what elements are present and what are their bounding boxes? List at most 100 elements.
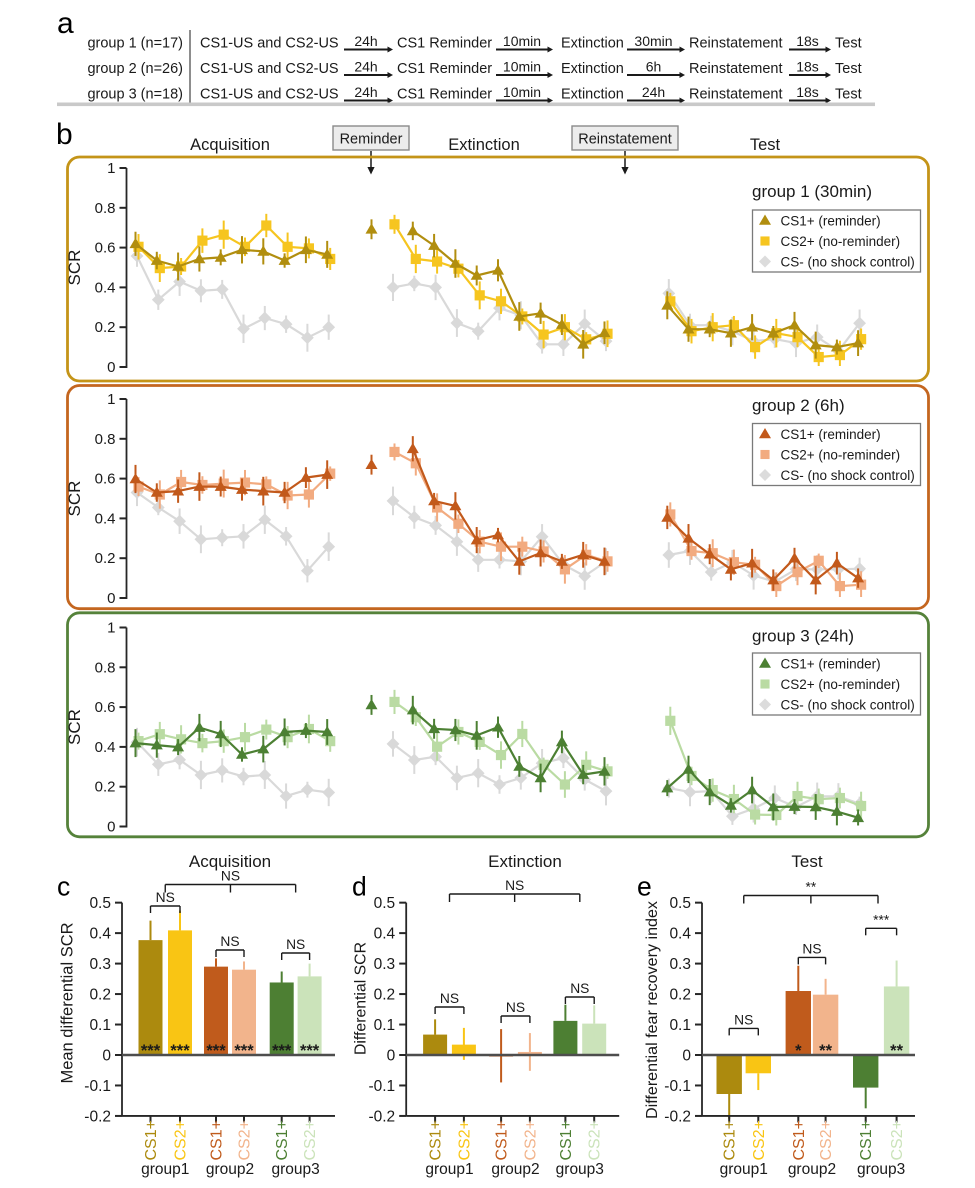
svg-text:CS2+: CS2+	[818, 1120, 835, 1160]
svg-text:0.4: 0.4	[374, 926, 396, 943]
svg-text:24h: 24h	[354, 33, 377, 49]
svg-text:0.6: 0.6	[95, 699, 116, 716]
svg-text:***: ***	[141, 1042, 161, 1060]
svg-text:CS1+: CS1+	[274, 1120, 291, 1160]
svg-text:***: ***	[170, 1042, 190, 1060]
svg-text:group1: group1	[720, 1161, 768, 1178]
svg-text:CS1-US and CS2-US: CS1-US and CS2-US	[200, 87, 339, 103]
svg-text:SCR: SCR	[65, 250, 84, 286]
svg-text:NS: NS	[734, 1012, 753, 1027]
svg-text:0: 0	[107, 819, 115, 836]
svg-text:0.6: 0.6	[95, 471, 116, 488]
svg-text:CS1+: CS1+	[209, 1120, 226, 1160]
svg-text:group 2 (n=26): group 2 (n=26)	[87, 61, 183, 77]
svg-text:1: 1	[107, 160, 115, 177]
svg-text:Differential SCR: Differential SCR	[353, 942, 370, 1055]
svg-text:group 1 (30min): group 1 (30min)	[752, 182, 872, 201]
svg-text:Reinstatement: Reinstatement	[689, 87, 783, 103]
svg-text:SCR: SCR	[65, 481, 84, 517]
svg-text:Reinstatement: Reinstatement	[578, 132, 672, 148]
svg-text:-0.2: -0.2	[368, 1108, 395, 1125]
svg-text:group 2 (6h): group 2 (6h)	[752, 396, 845, 415]
svg-text:CS1-US and CS2-US: CS1-US and CS2-US	[200, 36, 339, 52]
svg-text:CS1 Reminder: CS1 Reminder	[397, 36, 492, 52]
svg-text:CS1-US and CS2-US: CS1-US and CS2-US	[200, 61, 339, 77]
svg-text:CS2+: CS2+	[456, 1120, 473, 1160]
svg-text:0.2: 0.2	[95, 319, 116, 336]
svg-text:CS2+ (no-reminder): CS2+ (no-reminder)	[781, 234, 901, 249]
svg-text:group2: group2	[788, 1161, 836, 1178]
svg-text:6h: 6h	[646, 59, 662, 75]
svg-text:0.1: 0.1	[669, 1017, 691, 1034]
svg-text:18s: 18s	[796, 33, 819, 49]
svg-text:Reinstatement: Reinstatement	[689, 36, 783, 52]
svg-text:10min: 10min	[503, 33, 541, 49]
svg-text:CS2+ (no-reminder): CS2+ (no-reminder)	[781, 677, 901, 692]
svg-text:10min: 10min	[503, 84, 541, 100]
svg-text:SCR: SCR	[65, 709, 84, 745]
svg-text:Extinction: Extinction	[488, 852, 562, 871]
svg-text:0.4: 0.4	[95, 739, 116, 756]
svg-text:-0.1: -0.1	[84, 1078, 111, 1095]
svg-text:Extinction: Extinction	[561, 61, 624, 77]
svg-text:CS- (no shock control): CS- (no shock control)	[781, 254, 915, 269]
svg-text:***: ***	[272, 1042, 292, 1060]
svg-text:24h: 24h	[642, 84, 665, 100]
svg-text:0.2: 0.2	[95, 550, 116, 567]
svg-text:0.5: 0.5	[89, 895, 111, 912]
svg-text:CS1+ (reminder): CS1+ (reminder)	[781, 213, 881, 228]
svg-text:group1: group1	[425, 1161, 473, 1178]
svg-text:NS: NS	[506, 1000, 525, 1015]
svg-text:Test: Test	[791, 852, 822, 871]
svg-text:0.8: 0.8	[95, 200, 116, 217]
svg-text:**: **	[819, 1042, 832, 1060]
svg-text:30min: 30min	[634, 33, 672, 49]
svg-text:CS- (no shock control): CS- (no shock control)	[781, 697, 915, 712]
svg-text:CS2+: CS2+	[302, 1120, 319, 1160]
svg-text:0.3: 0.3	[669, 956, 691, 973]
svg-text:0: 0	[387, 1048, 396, 1065]
svg-text:group3: group3	[857, 1161, 905, 1178]
svg-text:Acquisition: Acquisition	[189, 852, 271, 871]
svg-text:10min: 10min	[503, 59, 541, 75]
svg-text:CS2+: CS2+	[889, 1120, 906, 1160]
svg-text:group3: group3	[556, 1161, 604, 1178]
svg-text:d: d	[352, 872, 367, 902]
svg-text:18s: 18s	[796, 59, 819, 75]
svg-text:Test: Test	[750, 136, 781, 154]
svg-text:0.8: 0.8	[95, 431, 116, 448]
svg-text:CS- (no shock control): CS- (no shock control)	[781, 468, 915, 483]
svg-text:CS2+: CS2+	[751, 1120, 768, 1160]
svg-text:CS2+: CS2+	[587, 1120, 604, 1160]
svg-text:NS: NS	[570, 981, 589, 996]
svg-text:NS: NS	[802, 941, 821, 956]
svg-text:0.1: 0.1	[89, 1017, 111, 1034]
svg-text:e: e	[637, 872, 652, 902]
svg-text:Extinction: Extinction	[561, 36, 624, 52]
svg-text:group2: group2	[206, 1161, 254, 1178]
svg-text:group1: group1	[141, 1161, 189, 1178]
svg-text:group2: group2	[491, 1161, 539, 1178]
svg-text:-0.1: -0.1	[664, 1078, 691, 1095]
svg-text:NS: NS	[156, 890, 175, 905]
svg-text:0.4: 0.4	[89, 926, 111, 943]
svg-text:NS: NS	[440, 991, 459, 1006]
svg-text:**: **	[890, 1042, 903, 1060]
svg-text:Acquisition: Acquisition	[190, 136, 270, 154]
svg-text:CS2+: CS2+	[237, 1120, 254, 1160]
svg-text:0.2: 0.2	[95, 779, 116, 796]
svg-text:group 1 (n=17): group 1 (n=17)	[87, 36, 183, 52]
svg-text:CS1+ (reminder): CS1+ (reminder)	[781, 427, 881, 442]
svg-text:CS2+: CS2+	[522, 1120, 539, 1160]
svg-text:**: **	[806, 880, 817, 895]
svg-text:*: *	[795, 1042, 802, 1060]
svg-text:0.3: 0.3	[374, 956, 396, 973]
svg-text:0.1: 0.1	[374, 1017, 396, 1034]
svg-text:-0.2: -0.2	[664, 1108, 691, 1125]
svg-text:Test: Test	[835, 36, 862, 52]
svg-text:***: ***	[206, 1042, 226, 1060]
svg-text:a: a	[57, 7, 74, 40]
svg-text:0.6: 0.6	[95, 240, 116, 257]
svg-text:0.5: 0.5	[374, 895, 396, 912]
svg-text:0.2: 0.2	[374, 987, 396, 1004]
